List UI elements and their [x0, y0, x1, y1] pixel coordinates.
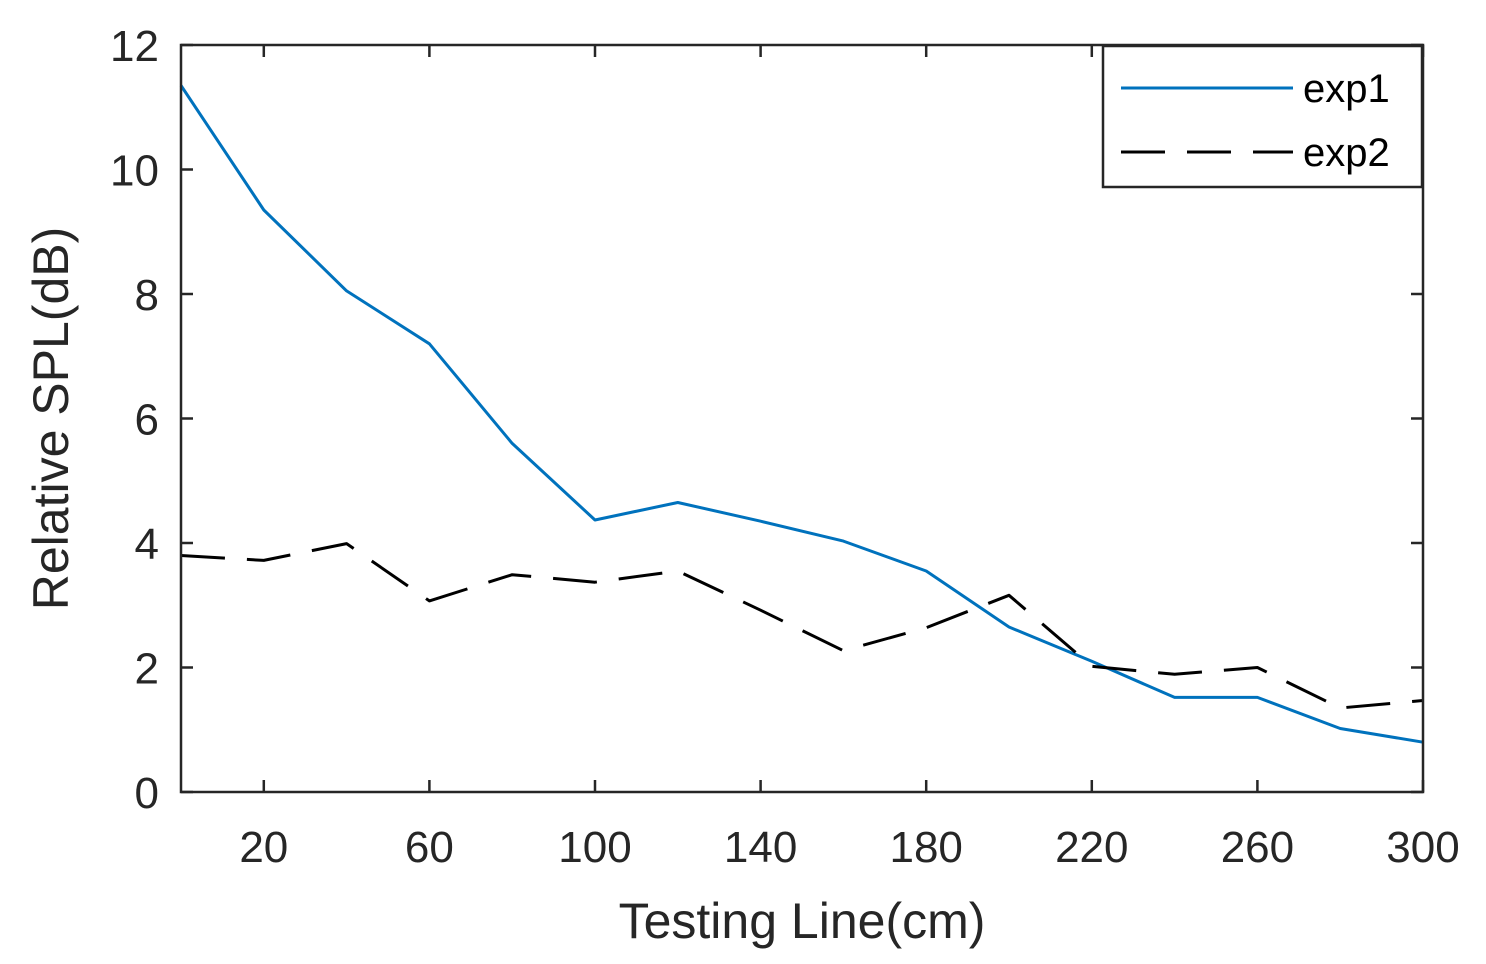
y-tick-label: 6: [135, 396, 159, 445]
legend-box: [1101, 44, 1424, 189]
series-line-exp2: [180, 542, 1424, 710]
legend-label-exp2: exp2: [1303, 131, 1390, 175]
legend-label-exp1: exp1: [1303, 67, 1390, 111]
y-tick-label: 0: [135, 769, 159, 818]
y-tick-label: 12: [110, 22, 159, 71]
axes-frame: [179, 43, 1425, 794]
y-axis-title: Relative SPL(dB): [23, 227, 79, 611]
legend: exp1 exp2: [1101, 44, 1424, 189]
x-tick-label: 260: [1221, 823, 1294, 872]
x-tick-label: 100: [558, 823, 631, 872]
y-tick-label: 2: [135, 645, 159, 694]
x-tick-label: 60: [405, 823, 454, 872]
tick-labels: 20 60 100 140 180 220 260 300 0 2 4 6 8 10 12: [110, 22, 1460, 872]
y-tick-label: 4: [135, 520, 159, 569]
x-tick-label: 300: [1386, 823, 1459, 872]
x-axis-title: Testing Line(cm): [619, 893, 986, 949]
x-tick-label: 180: [889, 823, 962, 872]
series-line-exp1: [179, 84, 1424, 744]
y-tick-label: 8: [135, 271, 159, 320]
x-tick-label: 140: [724, 823, 797, 872]
x-tick-label: 220: [1055, 823, 1128, 872]
series-layer: [179, 84, 1424, 744]
x-tick-label: 20: [239, 823, 288, 872]
y-tick-label: 10: [110, 147, 159, 196]
